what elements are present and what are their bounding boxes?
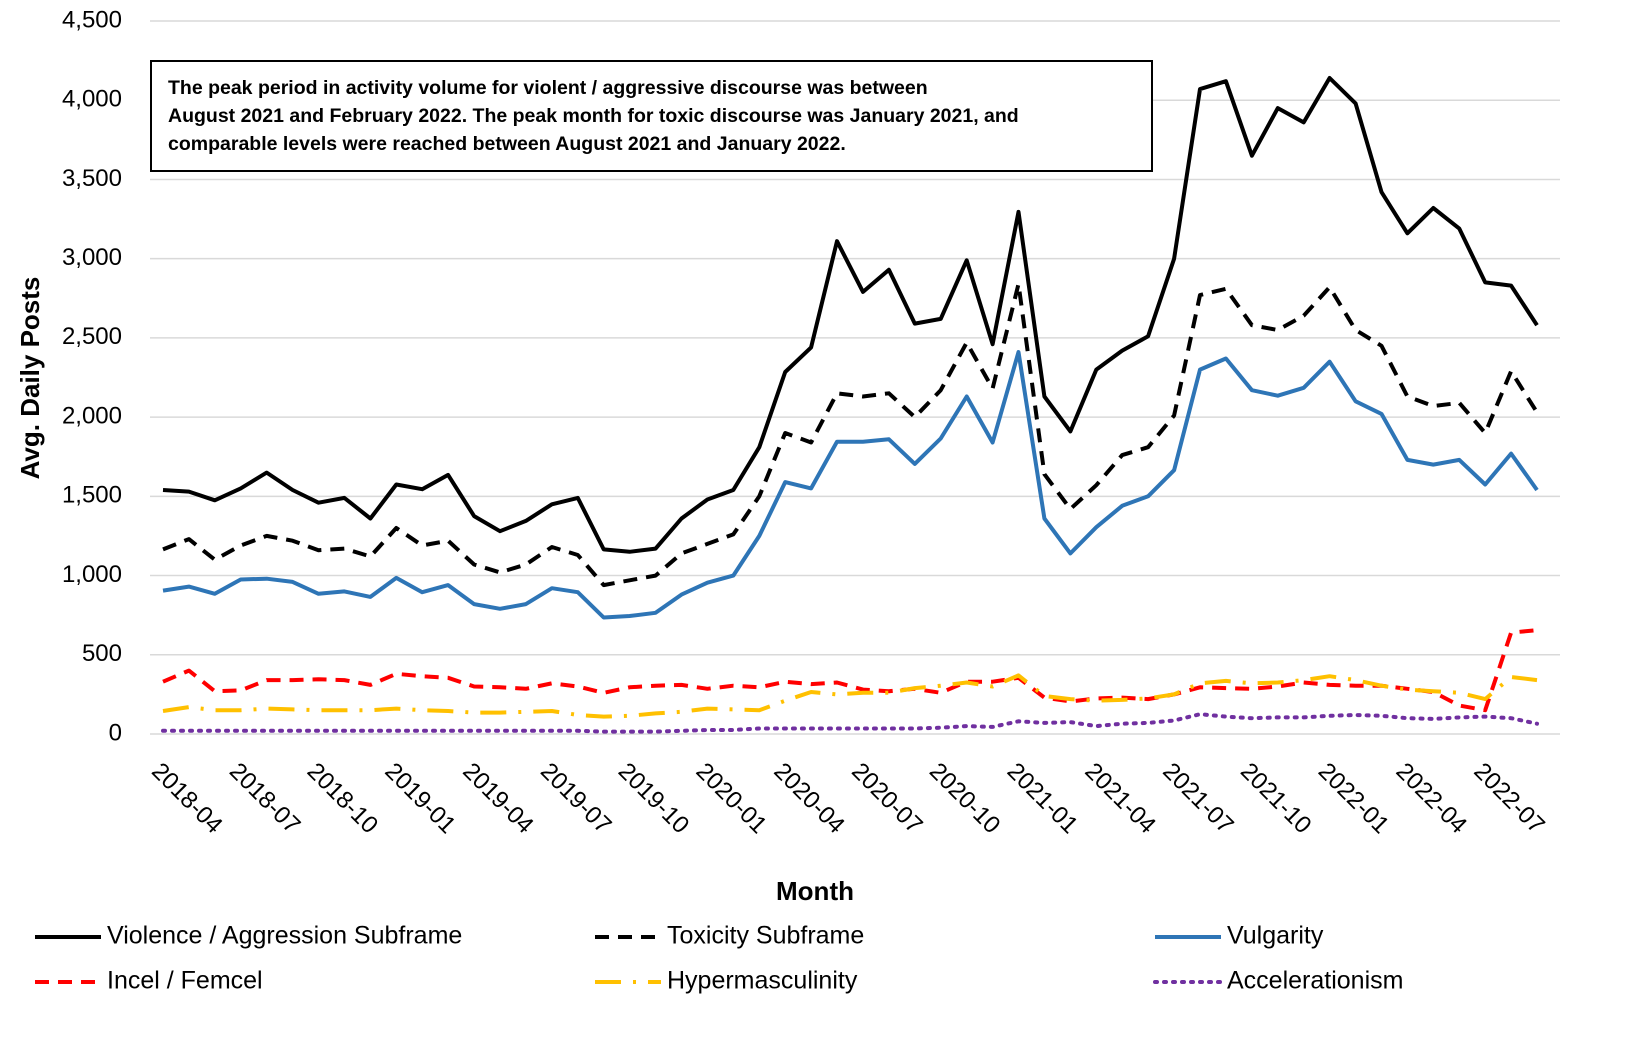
x-tick-label: 2020-01 (691, 758, 772, 839)
x-tick-label: 2022-04 (1391, 758, 1472, 839)
x-tick-label: 2021-10 (1235, 758, 1316, 839)
x-tick-label: 2020-04 (768, 758, 849, 839)
x-tick-label: 2021-07 (1157, 758, 1238, 839)
x-tick-label: 2018-07 (224, 758, 305, 839)
x-tick-label: 2021-04 (1080, 758, 1161, 839)
legend-label: Violence / Aggression Subframe (107, 922, 462, 950)
x-tick-label: 2019-10 (613, 758, 694, 839)
x-tick-label: 2020-07 (846, 758, 927, 839)
y-tick-label: 500 (82, 640, 122, 667)
y-tick-label: 3,000 (62, 244, 122, 271)
x-tick-label: 2020-10 (924, 758, 1005, 839)
y-axis-title: Avg. Daily Posts (15, 277, 45, 480)
annotation: The peak period in activity volume for v… (150, 60, 1153, 172)
x-tick-label: 2018-04 (146, 758, 227, 839)
y-tick-label: 2,500 (62, 323, 122, 350)
x-tick-label: 2022-01 (1313, 758, 1394, 839)
y-tick-label: 4,500 (62, 6, 122, 33)
x-tick-label: 2021-01 (1002, 758, 1083, 839)
legend-label: Incel / Femcel (107, 967, 263, 995)
series-line (162, 350, 1539, 620)
annotation-line: August 2021 and February 2022. The peak … (168, 105, 1019, 127)
annotation-line: The peak period in activity volume for v… (168, 77, 928, 99)
y-tick-label: 4,000 (62, 86, 122, 113)
x-tick-label: 2022-07 (1468, 758, 1549, 839)
x-tick-label: 2019-01 (380, 758, 461, 839)
annotation-line: comparable levels were reached between A… (168, 133, 846, 155)
series-line (161, 712, 1539, 734)
series-line (162, 673, 1538, 719)
x-axis-title: Month (776, 876, 854, 906)
legend-label: Toxicity Subframe (667, 922, 864, 950)
x-tick-label: 2019-07 (535, 758, 616, 839)
x-tick-label: 2019-04 (457, 758, 538, 839)
y-tick-label: 3,500 (62, 165, 122, 192)
y-tick-label: 1,000 (62, 561, 122, 588)
legend-label: Vulgarity (1227, 922, 1324, 950)
legend-label: Hypermasculinity (667, 967, 858, 995)
y-tick-label: 2,000 (62, 402, 122, 429)
x-tick-label: 2018-10 (302, 758, 383, 839)
series-line (162, 282, 1539, 588)
series-line (162, 76, 1539, 554)
y-tick-label: 1,500 (62, 482, 122, 509)
y-tick-label: 0 (109, 719, 122, 746)
legend-label: Accelerationism (1227, 967, 1403, 995)
series-line (162, 628, 1538, 713)
